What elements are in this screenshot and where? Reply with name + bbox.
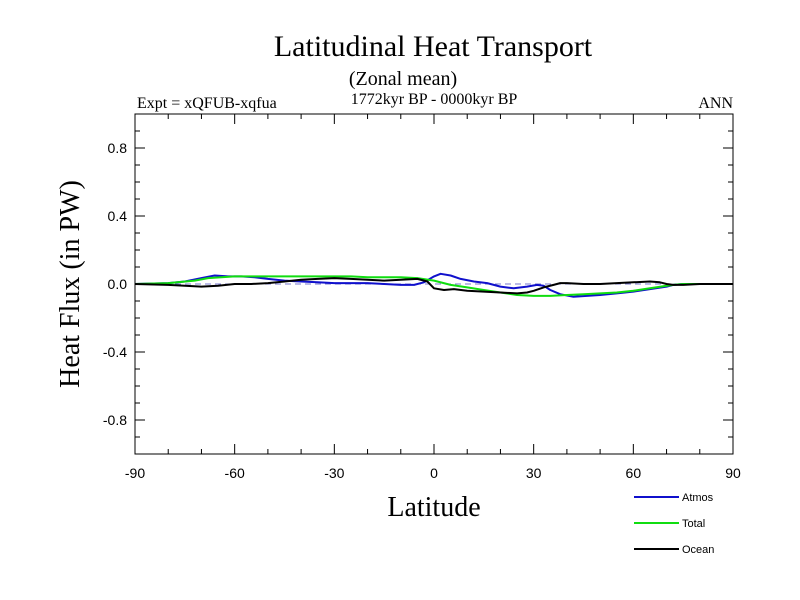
y-tick-labels: -0.8 -0.4 0.0 0.4 0.8: [103, 140, 127, 428]
x-tick-label: 30: [526, 465, 542, 481]
y-tick-label: 0.0: [108, 276, 128, 292]
chart-title: Latitudinal Heat Transport: [274, 30, 593, 63]
x-tick-labels: -90 -60 -30 0 30 60 90: [125, 465, 741, 481]
x-tick-label: 0: [430, 465, 438, 481]
x-tick-label: -30: [324, 465, 344, 481]
legend: Atmos Total Ocean: [634, 492, 714, 556]
x-tick-label: -90: [125, 465, 145, 481]
series-line-ocean: [134, 277, 733, 295]
experiment-label: Expt = xQFUB-xqfua: [137, 95, 277, 112]
axis-ticks: [134, 114, 734, 454]
season-label: ANN: [698, 95, 733, 112]
x-tick-label: 90: [725, 465, 741, 481]
y-axis-label: Heat Flux (in PW): [55, 180, 86, 388]
y-tick-label: 0.8: [108, 140, 128, 156]
x-tick-label: -60: [225, 465, 245, 481]
chart-subtitle: (Zonal mean): [349, 68, 457, 90]
y-tick-label: -0.4: [103, 344, 127, 360]
x-tick-label: 60: [626, 465, 642, 481]
series-line-total: [134, 275, 733, 297]
y-tick-label: -0.8: [103, 412, 127, 428]
y-tick-label: 0.4: [108, 208, 128, 224]
plot-frame: [134, 113, 734, 455]
x-axis-label: Latitude: [387, 492, 480, 523]
legend-label-atmos: Atmos: [682, 492, 714, 504]
legend-label-total: Total: [682, 518, 705, 530]
data-series: [134, 272, 733, 298]
period-label: 1772kyr BP - 0000kyr BP: [351, 91, 518, 108]
legend-label-ocean: Ocean: [682, 544, 714, 556]
